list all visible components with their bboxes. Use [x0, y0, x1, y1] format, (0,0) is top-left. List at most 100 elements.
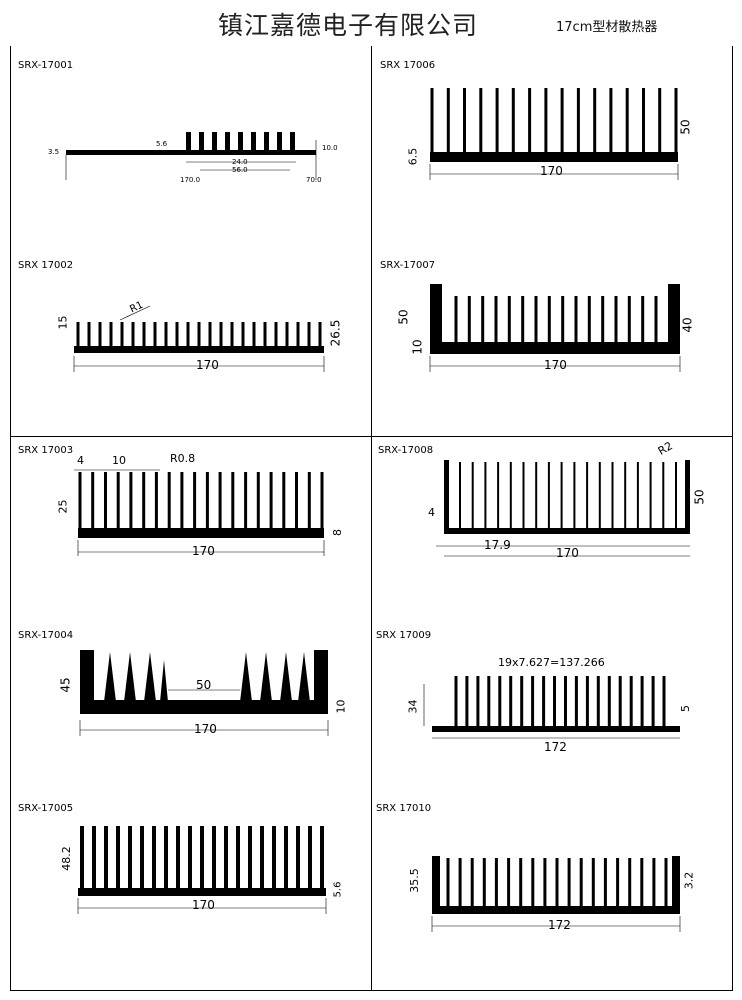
fin [567, 858, 571, 907]
fin [252, 322, 256, 347]
dim-17003-width: 170 [192, 544, 215, 558]
fin [104, 472, 107, 529]
fin [564, 676, 567, 727]
fin [519, 858, 523, 907]
fin [87, 322, 91, 347]
fin [80, 826, 84, 889]
fin [560, 88, 564, 153]
fin [528, 88, 532, 153]
fin [662, 676, 666, 727]
fin [454, 676, 458, 727]
catalog-subtitle: 17cm型材散热器 [556, 20, 658, 35]
profile-code-17008: SRX-17008 [378, 445, 434, 456]
fin [561, 296, 565, 343]
fin [573, 462, 576, 529]
fin [116, 826, 120, 889]
fin [208, 322, 212, 347]
fin [495, 88, 499, 153]
fin [320, 472, 324, 529]
fin [446, 88, 450, 153]
fin [269, 472, 273, 529]
fin [78, 472, 82, 529]
fin [591, 858, 595, 907]
dim-17007-width: 170 [544, 358, 567, 372]
fin [463, 88, 466, 153]
fin [296, 826, 300, 889]
fin [318, 322, 322, 347]
dim-17008-pitch: 17.9 [484, 538, 511, 552]
fin [140, 826, 144, 889]
fin [109, 322, 113, 347]
dim-17003-left: 4 [77, 454, 84, 467]
fin [272, 826, 276, 889]
fin [482, 858, 486, 907]
fin [430, 88, 434, 153]
fin [274, 322, 278, 347]
dim-17003-pitch: 10 [112, 454, 126, 467]
fin [91, 472, 95, 529]
fin [664, 858, 668, 907]
fin [479, 88, 483, 153]
fin [164, 826, 168, 889]
fin [260, 826, 264, 889]
fin [509, 676, 513, 727]
fin [520, 676, 524, 727]
dim-17008-base: 4 [428, 506, 435, 519]
fin [284, 826, 288, 889]
fin [609, 88, 613, 153]
fin [636, 462, 639, 529]
fin [624, 462, 627, 529]
fin [654, 296, 658, 343]
fin [256, 472, 260, 529]
fin [224, 826, 228, 889]
fin [579, 858, 583, 907]
fin [153, 322, 157, 347]
fin [128, 826, 132, 889]
fin [484, 462, 487, 529]
fin [219, 322, 223, 347]
dim-17008-width: 170 [556, 546, 579, 560]
dim-17006-width: 170 [540, 164, 563, 178]
fin [629, 676, 633, 727]
fin [587, 296, 591, 343]
fin [116, 472, 120, 529]
catalog-grid [10, 46, 733, 991]
fin [531, 676, 535, 727]
fin [307, 472, 311, 529]
fin [509, 462, 512, 529]
grid-center-divider [371, 46, 372, 990]
fin [593, 88, 597, 153]
fin [98, 322, 102, 347]
fin [652, 858, 656, 907]
dim-17001-a: 5.6 [156, 140, 168, 148]
fin [92, 826, 96, 889]
fin [152, 826, 156, 889]
fin [263, 322, 267, 347]
fin [282, 472, 286, 529]
dim-17001-f: 70.0 [306, 176, 322, 184]
fin [596, 676, 600, 727]
dim-17005-width: 170 [192, 898, 215, 912]
fin [574, 676, 578, 727]
fin [285, 322, 289, 347]
fin [241, 322, 245, 347]
fin [188, 826, 192, 889]
fin [522, 462, 525, 529]
fin [154, 472, 158, 529]
grid-left-border [10, 46, 11, 990]
fin [511, 88, 515, 153]
fin [553, 676, 556, 727]
fin [547, 296, 551, 343]
fin [598, 462, 601, 529]
fin [618, 676, 622, 727]
fin [231, 472, 235, 529]
dim-17001-e: 10.0 [322, 144, 338, 152]
fin [131, 322, 135, 347]
fin [494, 296, 498, 343]
